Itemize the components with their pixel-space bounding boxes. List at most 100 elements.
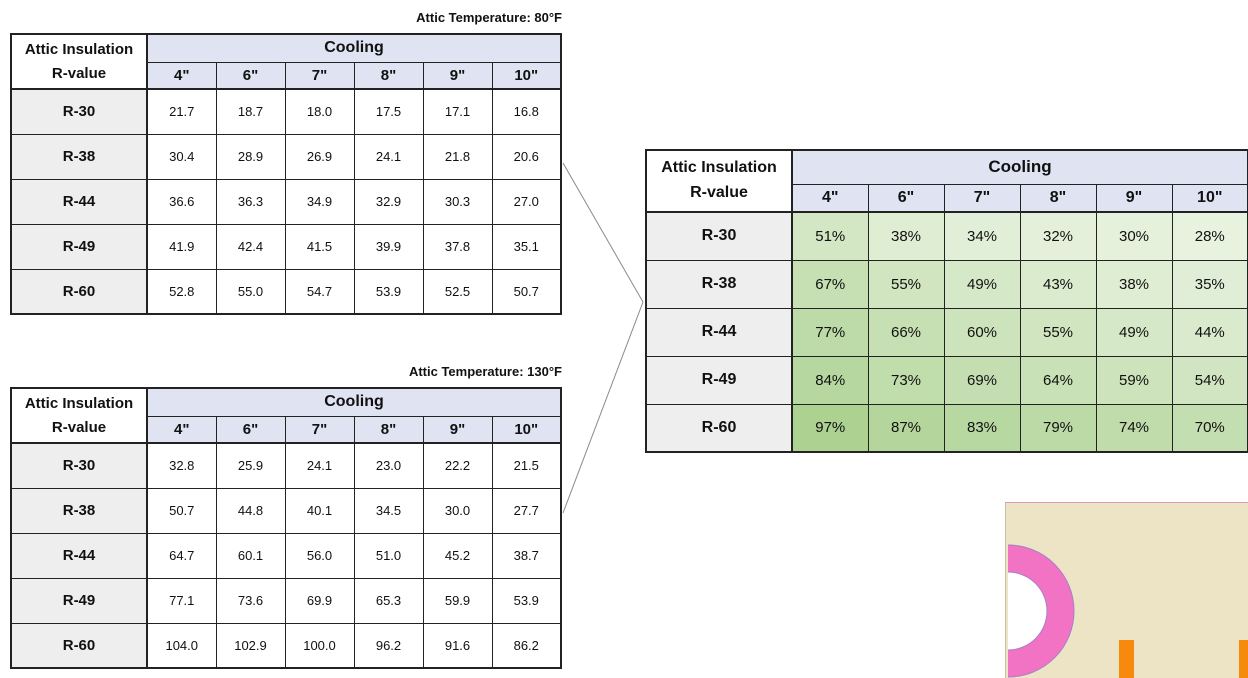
- table-row: R-60 104.0 102.9 100.0 96.2 91.6 86.2: [10, 622, 562, 669]
- table-cell: 77.1: [146, 577, 217, 624]
- table-attic-130f: Attic Insulation R-value Cooling 4" 6" 7" 8…: [10, 387, 562, 669]
- table-cell: 30.0: [422, 487, 493, 534]
- row-label: R-44: [645, 307, 793, 357]
- table-cell: 64.7: [146, 532, 217, 579]
- table-cell: 21.5: [491, 442, 562, 489]
- table-cell: 34.9: [284, 178, 355, 225]
- table-row: R-49 41.9 42.4 41.5 39.9 37.8 35.1: [10, 223, 562, 270]
- table-cell: 69.9: [284, 577, 355, 624]
- table-cell: 97%: [791, 403, 869, 453]
- table-cell: 21.8: [422, 133, 493, 180]
- table-cell: 87%: [867, 403, 945, 453]
- row-label: R-49: [10, 577, 148, 624]
- table-cell: 96.2: [353, 622, 424, 669]
- table-row: R-60 97% 87% 83% 79% 74% 70%: [645, 403, 1248, 453]
- size-header-cell: 6": [215, 415, 286, 444]
- table-cell: 44%: [1171, 307, 1248, 357]
- table-cell: 37.8: [422, 223, 493, 270]
- table-cell: 69%: [943, 355, 1021, 405]
- size-header-cell: 4": [791, 183, 869, 213]
- table-cell: 27.0: [491, 178, 562, 225]
- size-header-cell: 10": [491, 415, 562, 444]
- size-header-cell: 7": [943, 183, 1021, 213]
- table-cell: 17.1: [422, 88, 493, 135]
- diagram-crop: [1005, 502, 1248, 678]
- caption-80f: Attic Temperature: 80°F: [416, 10, 562, 25]
- table-cell: 23.0: [353, 442, 424, 489]
- table-cell: 45.2: [422, 532, 493, 579]
- table-cell: 32.8: [146, 442, 217, 489]
- table-cell: 50.7: [491, 268, 562, 315]
- table-cell: 18.0: [284, 88, 355, 135]
- table-row: R-38 50.7 44.8 40.1 34.5 30.0 27.7: [10, 487, 562, 534]
- table-cell: 16.8: [491, 88, 562, 135]
- row-label: R-60: [10, 622, 148, 669]
- size-header-row: 4" 6" 7" 8" 9" 10": [646, 183, 1248, 213]
- corner-line2: R-value: [51, 418, 107, 436]
- table-cell: 56.0: [284, 532, 355, 579]
- corner-header: Attic Insulation R-value: [10, 387, 148, 444]
- table-cell: 77%: [791, 307, 869, 357]
- table-cell: 38%: [867, 211, 945, 261]
- row-label: R-44: [10, 532, 148, 579]
- table-row: R-60 52.8 55.0 54.7 53.9 52.5 50.7: [10, 268, 562, 315]
- group-header-cooling: Cooling: [791, 149, 1248, 185]
- size-header-cell: 8": [353, 415, 424, 444]
- connector-line-top: [562, 162, 644, 303]
- size-header-cell: 9": [1095, 183, 1173, 213]
- table-cell: 51.0: [353, 532, 424, 579]
- corner-line1: Attic Insulation: [24, 41, 134, 59]
- size-header-cell: 4": [146, 415, 217, 444]
- row-label: R-60: [10, 268, 148, 315]
- table-cell: 35%: [1171, 259, 1248, 309]
- table-cell: 60%: [943, 307, 1021, 357]
- table-row: R-30 21.7 18.7 18.0 17.5 17.1 16.8: [10, 88, 562, 135]
- table-cell: 24.1: [284, 442, 355, 489]
- table-cell: 41.9: [146, 223, 217, 270]
- corner-header: Attic Insulation R-value: [10, 33, 148, 90]
- table-cell: 70%: [1171, 403, 1248, 453]
- table-attic-80f: Attic Insulation R-value Cooling 4" 6" 7" 8…: [10, 33, 562, 315]
- table-cell: 36.6: [146, 178, 217, 225]
- table-cell: 55.0: [215, 268, 286, 315]
- row-label: R-30: [10, 88, 148, 135]
- size-header-cell: 8": [353, 61, 424, 90]
- table-cell: 54.7: [284, 268, 355, 315]
- table-cell: 67%: [791, 259, 869, 309]
- corner-line2: R-value: [690, 184, 748, 201]
- table-cell: 17.5: [353, 88, 424, 135]
- row-label: R-60: [645, 403, 793, 453]
- size-header-cell: 10": [1171, 183, 1248, 213]
- table-cell: 83%: [943, 403, 1021, 453]
- table-cell: 100.0: [284, 622, 355, 669]
- table-cell: 24.1: [353, 133, 424, 180]
- caption-130f: Attic Temperature: 130°F: [408, 364, 562, 379]
- table-cell: 59%: [1095, 355, 1173, 405]
- table-cell: 65.3: [353, 577, 424, 624]
- size-header-row: 4" 6" 7" 8" 9" 10": [11, 61, 562, 90]
- table-cell: 44.8: [215, 487, 286, 534]
- table-cell: 21.7: [146, 88, 217, 135]
- size-header-cell: 8": [1019, 183, 1097, 213]
- table-cell: 35.1: [491, 223, 562, 270]
- table-cell: 52.5: [422, 268, 493, 315]
- table-cell: 32%: [1019, 211, 1097, 261]
- corner-line2: R-value: [51, 64, 107, 82]
- table-cell: 53.9: [491, 577, 562, 624]
- table-cell: 39.9: [353, 223, 424, 270]
- table-cell: 52.8: [146, 268, 217, 315]
- row-label: R-49: [10, 223, 148, 270]
- table-cell: 53.9: [353, 268, 424, 315]
- table-cell: 102.9: [215, 622, 286, 669]
- table-row: R-44 77% 66% 60% 55% 49% 44%: [645, 307, 1248, 357]
- table-cell: 40.1: [284, 487, 355, 534]
- group-header-cooling: Cooling: [146, 387, 562, 417]
- post-right: [1239, 640, 1248, 678]
- corner-line1: Attic Insulation: [661, 159, 777, 177]
- table-cell: 22.2: [422, 442, 493, 489]
- table-cell: 38.7: [491, 532, 562, 579]
- size-header-cell: 7": [284, 61, 355, 90]
- size-header-cell: 10": [491, 61, 562, 90]
- size-header-cell: 7": [284, 415, 355, 444]
